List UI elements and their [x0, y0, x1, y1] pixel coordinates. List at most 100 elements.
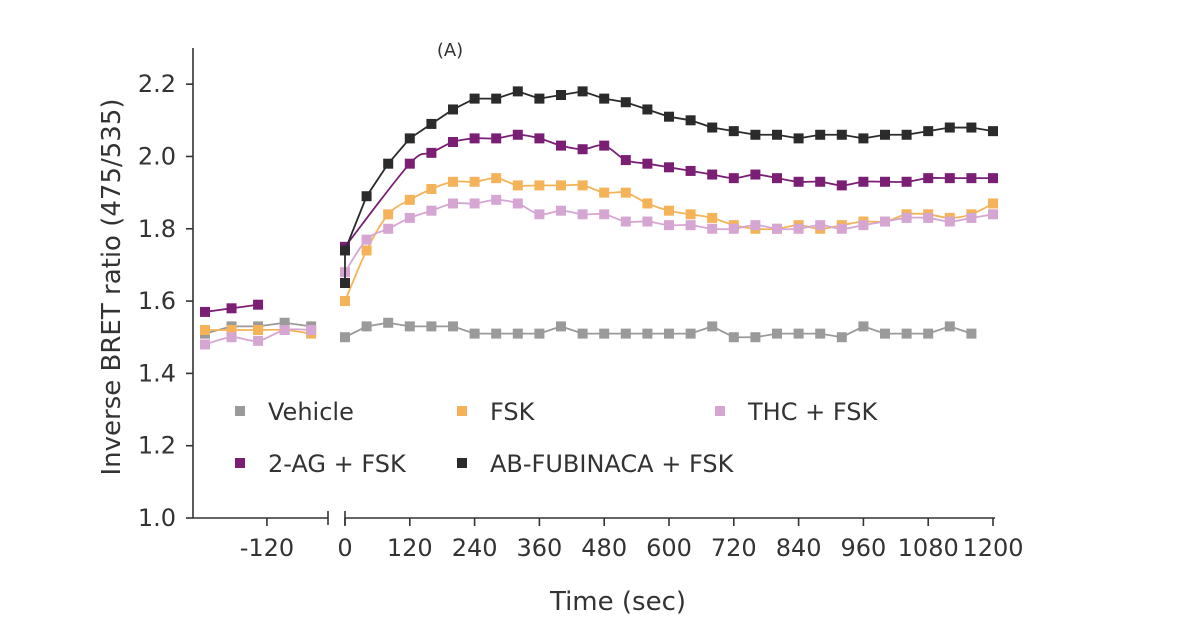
data-point-ab-fubinaca-fsk [426, 118, 437, 129]
legend-marker [235, 406, 245, 416]
data-point-2-ag-fsk [577, 144, 588, 155]
data-point-vehicle [793, 328, 804, 339]
y-tick-label: 2.0 [138, 142, 176, 170]
data-point-fsk [707, 212, 718, 223]
data-point-thc-fsk [426, 205, 437, 216]
data-point-2-ag-fsk [923, 173, 934, 184]
data-point-thc-fsk [988, 209, 998, 220]
data-point-fsk [340, 296, 350, 307]
y-tick-label: 2.2 [138, 70, 176, 98]
data-point-fsk [512, 180, 523, 191]
data-point-ab-fubinaca-fsk [685, 115, 696, 126]
data-point-ab-fubinaca-fsk [728, 126, 739, 137]
data-point-thc-fsk [491, 194, 502, 205]
data-point-thc-fsk [815, 220, 826, 231]
data-point-2-ag-fsk [448, 137, 458, 147]
data-point-ab-fubinaca-fsk [858, 133, 869, 144]
data-point-ab-fubinaca-fsk [988, 126, 998, 137]
y-tick-label: 1.2 [138, 432, 176, 460]
legend-item-vehicle: Vehicle [235, 398, 354, 426]
data-point-vehicle [664, 328, 674, 339]
data-point-vehicle [599, 328, 610, 339]
data-point-fsk [361, 245, 372, 256]
data-point-2-ag-fsk [404, 158, 415, 169]
y-tick-label: 1.8 [138, 215, 176, 243]
data-point-thc-fsk [620, 216, 631, 227]
data-point-thc-fsk [448, 198, 458, 209]
data-point-vehicle [556, 321, 566, 332]
data-point-2-ag-fsk [944, 173, 955, 184]
data-point-thc-fsk [901, 212, 912, 223]
data-point-2-ag-fsk [966, 173, 977, 184]
data-point-2-ag-fsk [836, 180, 847, 191]
data-point-vehicle [966, 328, 977, 339]
data-point-ab-fubinaca-fsk [340, 245, 350, 256]
data-point-thc-fsk [200, 339, 210, 350]
data-point-thc-fsk [966, 212, 977, 223]
data-point-thc-fsk [923, 212, 934, 223]
data-point-thc-fsk [642, 216, 653, 227]
series-line-vehicle-post [344, 321, 972, 339]
data-point-fsk [577, 180, 588, 191]
data-point-2-ag-fsk [253, 299, 264, 310]
data-point-vehicle [469, 328, 480, 339]
data-point-vehicle [642, 328, 653, 339]
x-tick-label: 0 [337, 534, 352, 562]
data-point-thc-fsk [728, 223, 739, 234]
data-point-2-ag-fsk [858, 176, 869, 187]
series-thc-fsk [200, 194, 998, 350]
x-ticks: -120 0 120 240 360 480 600 720 840 960 1080 1200 [240, 518, 1024, 562]
data-point-fsk [642, 198, 653, 209]
data-point-vehicle [772, 328, 782, 339]
x-tick-label: 600 [646, 534, 692, 562]
series-2-ag-fsk [200, 129, 998, 317]
y-tick-label: 1.6 [138, 287, 176, 315]
data-point-vehicle [750, 332, 761, 343]
data-point-thc-fsk [226, 332, 237, 343]
data-point-vehicle [279, 317, 290, 328]
data-point-fsk [620, 187, 631, 198]
data-point-vehicle [728, 332, 739, 343]
data-point-ab-fubinaca-fsk [707, 122, 718, 133]
data-point-vehicle [534, 328, 545, 339]
data-point-2-ag-fsk [620, 155, 631, 166]
data-point-thc-fsk [685, 220, 696, 231]
data-point-thc-fsk [577, 209, 588, 220]
data-point-vehicle [491, 328, 502, 339]
data-point-fsk [491, 173, 502, 184]
x-tick-label: 720 [711, 534, 757, 562]
data-point-2-ag-fsk [750, 169, 761, 180]
data-point-vehicle [923, 328, 934, 339]
y-tick-label: 1.4 [138, 359, 176, 387]
data-point-thc-fsk [880, 216, 890, 227]
legend-marker [235, 458, 245, 468]
data-point-ab-fubinaca-fsk [664, 111, 674, 122]
data-point-ab-fubinaca-fsk [880, 129, 890, 140]
data-point-thc-fsk [556, 205, 566, 216]
data-point-2-ag-fsk [599, 140, 610, 151]
data-point-fsk [534, 180, 545, 191]
x-tick-label: 360 [516, 534, 562, 562]
data-point-thc-fsk [750, 220, 761, 231]
legend-item-fsk: FSK [457, 398, 536, 426]
data-point-2-ag-fsk [642, 158, 653, 169]
series-line-fsk-post [344, 177, 994, 302]
x-tick-label: 840 [776, 534, 822, 562]
y-tick-label: 1.0 [138, 504, 176, 532]
legend-label: 2-AG + FSK [268, 450, 407, 478]
x-tick-label: 120 [387, 534, 433, 562]
data-point-2-ag-fsk [815, 176, 826, 187]
data-point-ab-fubinaca-fsk [340, 278, 350, 288]
x-axis-title: Time (sec) [549, 587, 686, 617]
data-point-thc-fsk [306, 325, 317, 335]
data-point-fsk [226, 325, 237, 335]
data-point-fsk [469, 176, 480, 187]
series-ab-fubinaca-fsk [340, 86, 998, 288]
panel-label: (A) [437, 40, 463, 61]
data-point-fsk [383, 209, 394, 220]
data-point-2-ag-fsk [685, 165, 696, 176]
data-point-vehicle [815, 328, 826, 339]
data-point-thc-fsk [361, 234, 372, 245]
x-tick-label: 240 [452, 534, 498, 562]
